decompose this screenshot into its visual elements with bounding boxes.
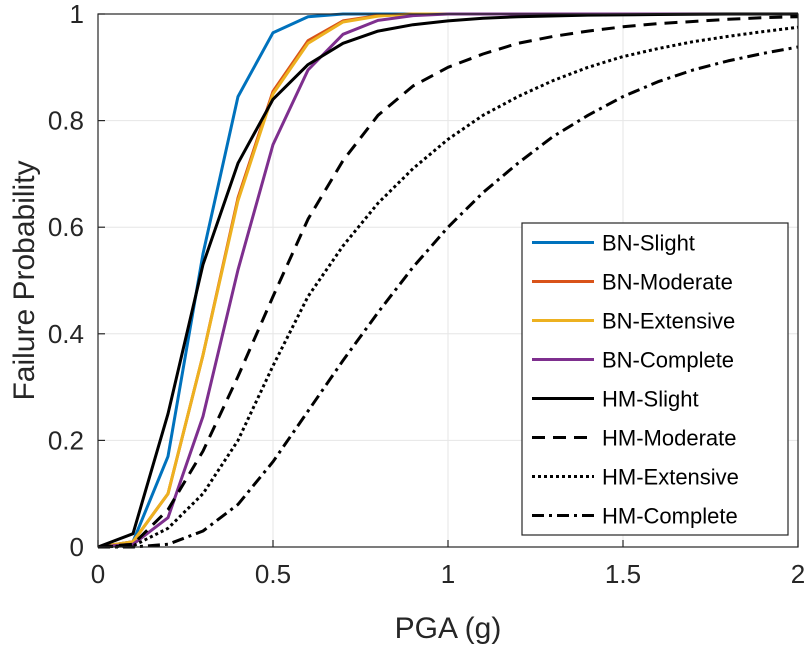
y-tick-label: 0.6 (48, 212, 84, 242)
y-tick-label: 0.2 (48, 425, 84, 455)
x-tick-label: 1.5 (605, 559, 641, 589)
x-tick-label: 0 (91, 559, 105, 589)
y-axis-label: Failure Probability (8, 160, 41, 400)
series-line-hm-extensive (97, 25, 799, 549)
series-line-hm-moderate (97, 15, 799, 549)
legend-label-hm-slight: HM-Slight (602, 387, 699, 412)
legend-label-bn-complete: BN-Complete (602, 348, 734, 373)
y-tick-label: 0.8 (48, 106, 84, 136)
y-tick-label: 1 (70, 0, 84, 29)
legend-label-bn-moderate: BN-Moderate (602, 270, 733, 295)
y-tick-label: 0.4 (48, 319, 84, 349)
series-layer (97, 12, 799, 549)
legend-label-hm-complete: HM-Complete (602, 504, 738, 529)
legend: BN-Slight BN-Moderate BN-Extensive BN-Compl… (521, 222, 789, 536)
x-tick-label: 2 (791, 559, 805, 589)
series-line-hm-slight (97, 12, 798, 549)
legend-label-hm-extensive: HM-Extensive (602, 465, 739, 490)
series-line-hm-complete (98, 45, 799, 549)
y-tick-label: 0 (70, 532, 84, 562)
legend-label-bn-extensive: BN-Extensive (602, 309, 735, 334)
legend-label-bn-slight: BN-Slight (602, 231, 695, 256)
legend-box (521, 222, 789, 536)
x-axis-label: PGA (g) (395, 612, 502, 645)
legend-label-hm-moderate: HM-Moderate (602, 426, 736, 451)
axes: 0 0.5 1 1.5 2 0 0.2 0.4 0.6 0.8 1 (48, 0, 805, 589)
x-tick-label: 0.5 (255, 559, 291, 589)
x-tick-label: 1 (441, 559, 455, 589)
